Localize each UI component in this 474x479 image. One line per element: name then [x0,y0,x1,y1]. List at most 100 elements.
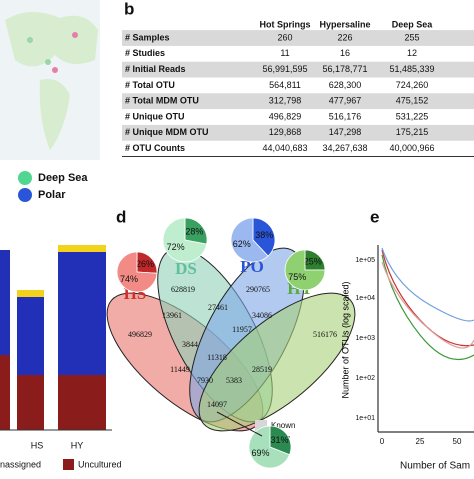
region-count: 3844 [182,340,198,349]
region-count: 27461 [208,303,228,312]
row-band [122,124,474,141]
pie-slice [116,251,158,293]
region-count: 13961 [162,311,182,320]
legend-swatch [255,420,267,431]
cell: 51,485,339 [389,64,434,74]
pie-label: 74% [120,274,138,284]
region-count: 516176 [313,330,337,339]
cell: 56,991,595 [262,64,307,74]
cell: 255 [404,32,419,42]
row-label: # Total OTU [125,80,175,90]
cell: 34,267,638 [322,143,367,153]
y-tick-label: 1e+01 [355,415,375,422]
x-tick-label: 50 [453,437,462,446]
region-count: 5383 [226,376,242,385]
bar-segment [58,252,106,375]
region-count: 14097 [207,400,227,409]
venn-set [198,292,356,432]
cell: 724,260 [396,80,429,90]
legend-label: Known [271,421,295,430]
region-count: 628819 [171,285,195,294]
column-header: Deep Sea [392,19,434,29]
pie-label: 75% [288,272,306,282]
pie-label: 62% [233,239,251,249]
cell: 475,152 [396,96,429,106]
cell: 312,798 [269,96,302,106]
pie-label: 25% [304,257,322,267]
legend-dot [18,188,32,202]
cell: 516,176 [329,111,362,121]
row-label: # Samples [125,32,170,42]
row-label: # Unique OTU [125,111,185,121]
column-header: Hot Springs [260,19,311,29]
panel-label: d [116,207,126,226]
panel-label: b [124,0,134,18]
y-tick-label: 1e+02 [355,375,375,382]
pie-slice [252,217,276,257]
row-label: # Total MDM OTU [125,96,199,106]
region-count: 290765 [246,285,270,294]
legend-swatch [63,459,74,470]
region-count: 11449 [170,365,190,374]
y-tick-label: 1e+05 [355,257,375,264]
legend-label: nassigned [0,459,41,469]
bar-segment [58,245,106,252]
row-label: # Initial Reads [125,64,186,74]
row-band [122,30,474,46]
bar-segment [17,290,44,297]
cell: 16 [340,48,350,58]
panel-label: e [370,207,379,226]
row-label: # OTU Counts [125,143,185,153]
row-label: # Unique MDM OTU [125,127,209,137]
legend-label: Deep Sea [38,172,88,184]
pie-slice [184,217,208,245]
cell: 56,178,771 [322,64,367,74]
column-header: Hypersaline [319,19,370,29]
cell: 564,811 [269,80,301,90]
y-tick-label: 1e+03 [355,335,375,342]
legend-label: Polar [38,189,66,201]
row-band [122,93,474,110]
y-axis-label: Number of OTUs (log scaled) [340,281,350,398]
set-label: DS [175,259,197,278]
cell: 531,225 [396,111,429,121]
legend-dot [18,171,32,185]
map-land [5,11,98,67]
cell: 12 [407,48,417,58]
map-dot [72,32,78,38]
map-dot [27,37,33,43]
pie-label: 26% [136,259,154,269]
pie-slice [136,251,158,274]
bar-segment [17,297,44,375]
region-count: 7930 [197,376,213,385]
bar-segment [58,375,106,430]
pie-slice [162,217,208,263]
pie-label: 38% [255,230,273,240]
pie-label: 28% [185,227,203,237]
x-axis-label: Number of Sam [400,461,470,472]
region-count: 34086 [252,311,272,320]
bar-segment [0,250,10,355]
cell: 477,967 [329,96,362,106]
region-count: 496829 [128,330,152,339]
bar-segment [17,375,44,430]
pie-slice [230,217,269,263]
pie-slice [304,249,326,271]
pointer [216,411,263,437]
x-tick-label: 25 [416,437,425,446]
cell: 40,000,966 [389,143,434,153]
region-count: 11957 [232,325,252,334]
cell: 175,215 [396,127,429,137]
row-label: # Studies [125,48,165,58]
pie-label: 72% [167,242,185,252]
map-dot [52,67,58,73]
pie-label: 31% [271,435,289,445]
curves [377,245,474,433]
x-tick-label: HY [71,440,84,450]
cell: 11 [280,48,289,58]
x-tick-label: HS [31,440,44,450]
cell: 129,868 [269,127,302,137]
region-count: 11318 [207,353,227,362]
cell: 44,040,683 [262,143,307,153]
